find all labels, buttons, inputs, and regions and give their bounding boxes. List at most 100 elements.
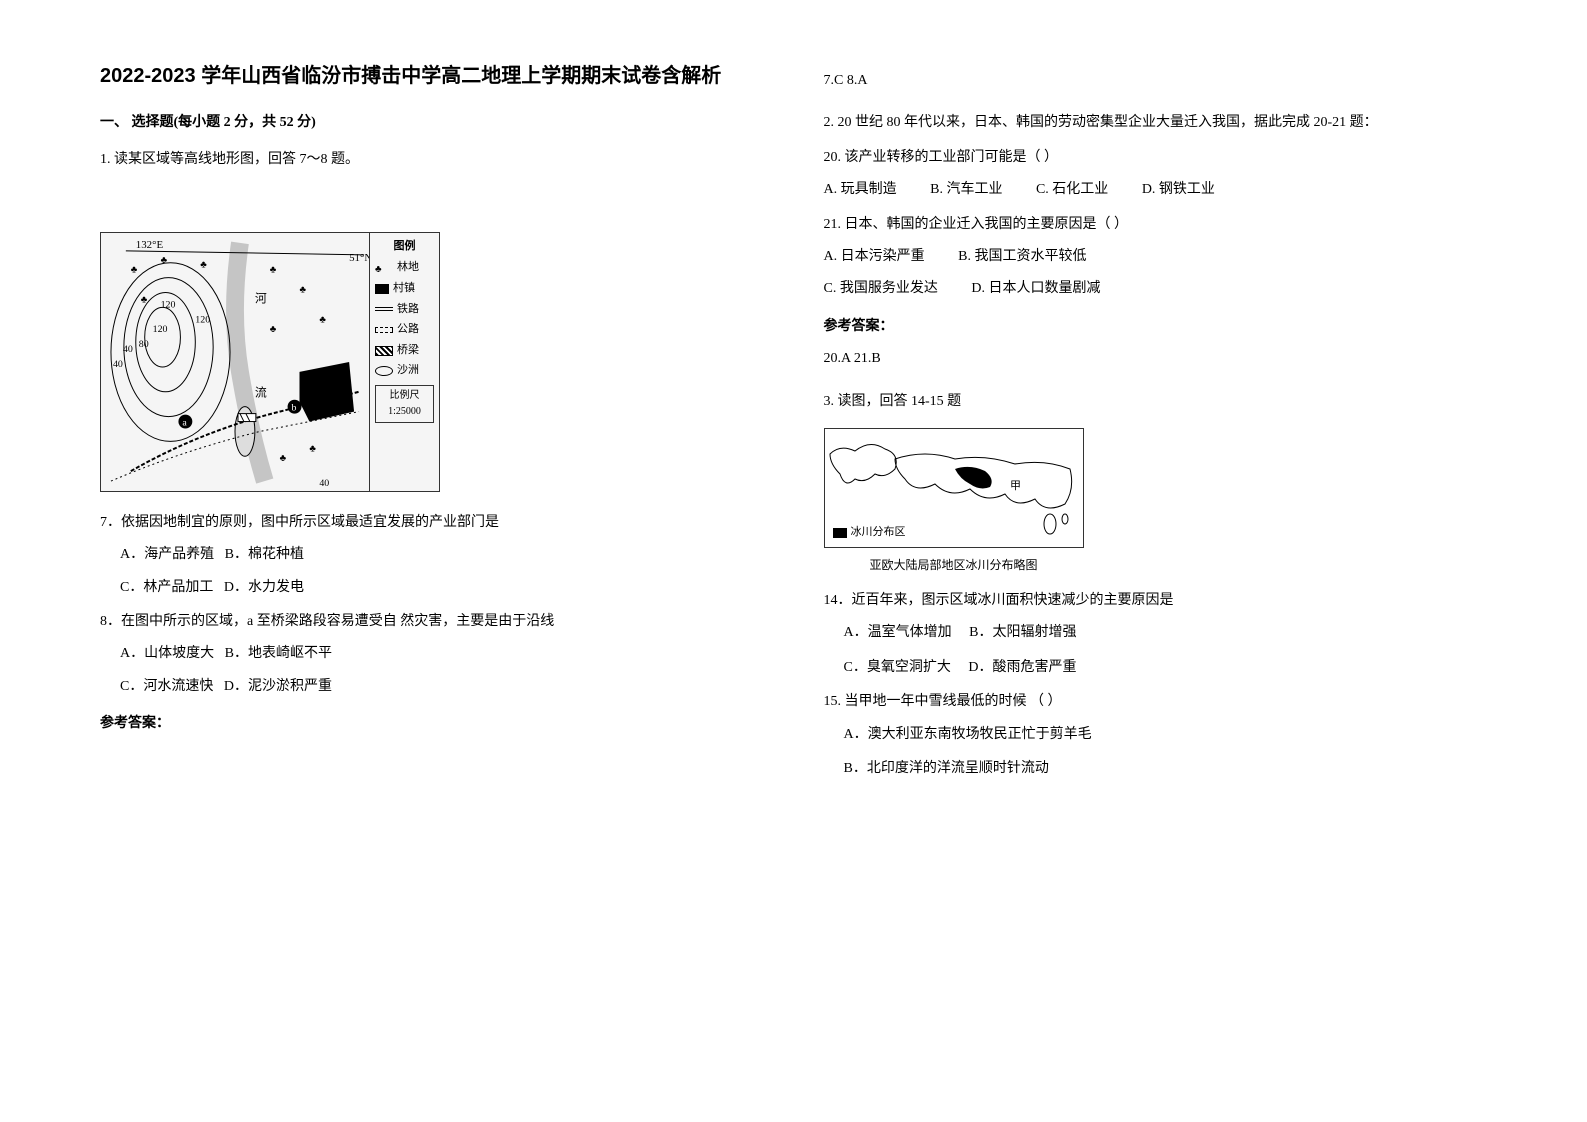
sub-q21: 21. 日本、韩国的企业迁入我国的主要原因是（ ） A. 日本污染严重 B. 我… [824,214,1488,301]
scale-label: 比例尺 [378,388,431,404]
sub-q8: 8．在图中所示的区域，a 至桥梁路段容易遭受自 然灾害，主要是由于沿线 A．山体… [100,611,764,698]
glacier-map: 甲 冰川分布区 [824,428,1084,548]
q8-optA: A．山体坡度大 [120,646,214,661]
left-column: 2022-2023 学年山西省临汾市搏击中学高二地理上学期期末试卷含解析 一、 … [100,60,764,795]
exam-title: 2022-2023 学年山西省临汾市搏击中学高二地理上学期期末试卷含解析 [100,60,764,92]
map-legend: 图例 ♣ 林地 村镇 铁路 [369,233,439,491]
contour-map-figure: a b ♣ ♣ ♣ ♣ ♣ ♣ ♣ ♣ [100,232,764,492]
q2-answer-label: 参考答案： [824,316,1488,338]
svg-text:40: 40 [123,344,133,355]
svg-text:120: 120 [195,314,210,325]
legend-forest-label: 林地 [397,259,419,277]
svg-text:♣: ♣ [161,255,168,266]
glacier-legend-icon [833,528,847,538]
sub-q7: 7．依据因地制宜的原则，图中所示区域最适宜发展的产业部门是 A．海产品养殖 B．… [100,512,764,599]
q8-stem: 8．在图中所示的区域，a 至桥梁路段容易遭受自 然灾害，主要是由于沿线 [100,611,764,633]
svg-text:♣: ♣ [270,324,277,335]
legend-railway: 铁路 [375,301,434,319]
legend-sandbar: 沙洲 [375,362,434,380]
longitude-label: 132°E [136,239,164,251]
legend-title: 图例 [375,238,434,256]
rail-icon [375,307,393,311]
svg-text:♣: ♣ [131,264,138,275]
sub-q15: 15. 当甲地一年中雪线最低的时候 （ ） A．澳大利亚东南牧场牧民正忙于剪羊毛… [824,691,1488,780]
contour-svg: a b ♣ ♣ ♣ ♣ ♣ ♣ ♣ ♣ [101,233,369,491]
q8-optD: D．泥沙淤积严重 [224,679,332,694]
q21-optD: D. 日本人口数量剧减 [971,278,1100,300]
legend-forest: ♣ 林地 [375,259,434,277]
question-1: 1. 读某区域等高线地形图，回答 7～8 题。 [100,149,764,735]
sub-q14: 14．近百年来，图示区域冰川面积快速减少的主要原因是 A．温室气体增加 B．太阳… [824,590,1488,679]
q2-answer: 20.A 21.B [824,348,1488,370]
q14-optC: C．臭氧空洞扩大 [844,660,951,675]
q8-optB: B．地表崎岖不平 [225,646,332,661]
q3-stem: 3. 读图，回答 14-15 题 [824,391,1488,413]
svg-text:40: 40 [319,478,329,489]
q14-options: A．温室气体增加 B．太阳辐射增强 C．臭氧空洞扩大 D．酸雨危害严重 [824,622,1488,679]
q20-options: A. 玩具制造 B. 汽车工业 C. 石化工业 D. 钢铁工业 [824,179,1488,201]
q21-optC: C. 我国服务业发达 [824,278,938,300]
q7-optD: D．水力发电 [224,580,304,595]
bridge-icon [375,346,393,356]
svg-text:♣: ♣ [200,260,207,271]
svg-text:♣: ♣ [309,443,316,454]
right-column: 7.C 8.A 2. 20 世纪 80 年代以来，日本、韩国的劳动密集型企业大量… [824,60,1488,795]
q1-answer: 7.C 8.A [824,70,1488,92]
glacier-legend: 冰川分布区 [833,524,906,542]
svg-text:80: 80 [139,339,149,350]
glacier-caption: 亚欧大陆局部地区冰川分布略图 [824,556,1084,575]
q20-stem: 20. 该产业转移的工业部门可能是（ ） [824,147,1488,169]
svg-text:♣: ♣ [141,294,148,305]
question-2: 2. 20 世纪 80 年代以来，日本、韩国的劳动密集型企业大量迁入我国，据此完… [824,112,1488,370]
legend-road: 公路 [375,321,434,339]
latitude-label: 51°N [349,252,369,264]
section-heading: 一、 选择题(每小题 2 分，共 52 分) [100,112,764,134]
legend-bridge-label: 桥梁 [397,342,419,360]
q14-optD: D．酸雨危害严重 [968,660,1076,675]
q21-optB: B. 我国工资水平较低 [958,246,1086,268]
legend-sandbar-label: 沙洲 [397,362,419,380]
legend-village-label: 村镇 [393,280,415,298]
village-icon [375,284,389,294]
q1-answer-label: 参考答案： [100,713,764,735]
q15-optA: A．澳大利亚东南牧场牧民正忙于剪羊毛 [844,724,1488,746]
q7-stem: 7．依据因地制宜的原则，图中所示区域最适宜发展的产业部门是 [100,512,764,534]
q21-options-row2: C. 我国服务业发达 D. 日本人口数量剧减 [824,278,1488,300]
svg-text:40: 40 [113,359,123,370]
q14-optA: A．温室气体增加 [844,625,952,640]
q21-options-row1: A. 日本污染严重 B. 我国工资水平较低 [824,246,1488,268]
svg-text:♣: ♣ [280,453,287,464]
q20-optC: C. 石化工业 [1036,179,1108,201]
flow-label: 流 [255,386,267,400]
svg-text:♣: ♣ [319,314,326,325]
q14-optB: B．太阳辐射增强 [969,625,1076,640]
legend-village: 村镇 [375,280,434,298]
q7-options: A．海产品养殖 B．棉花种植 C．林产品加工 D．水力发电 [100,544,764,599]
sandbar-icon [375,366,393,376]
q20-optD: D. 钢铁工业 [1142,179,1215,201]
glacier-legend-label: 冰川分布区 [851,524,906,542]
q21-optA: A. 日本污染严重 [824,246,925,268]
q21-stem: 21. 日本、韩国的企业迁入我国的主要原因是（ ） [824,214,1488,236]
label-b: b [292,402,297,413]
road-icon [375,327,393,333]
q15-optB: B．北印度洋的洋流呈顺时针流动 [844,758,1488,780]
tree-icon: ♣ [375,262,393,274]
glacier-figure: 甲 冰川分布区 亚欧大陆局部地区冰川分布略图 [824,428,1084,575]
q2-stem: 2. 20 世纪 80 年代以来，日本、韩国的劳动密集型企业大量迁入我国，据此完… [824,112,1488,134]
svg-text:♣: ♣ [270,264,277,275]
legend-railway-label: 铁路 [397,301,419,319]
sub-q20: 20. 该产业转移的工业部门可能是（ ） A. 玩具制造 B. 汽车工业 C. … [824,147,1488,202]
q14-stem: 14．近百年来，图示区域冰川面积快速减少的主要原因是 [824,590,1488,612]
q20-optA: A. 玩具制造 [824,179,897,201]
svg-text:120: 120 [161,299,176,310]
legend-road-label: 公路 [397,321,419,339]
river-label: 河 [255,291,267,305]
legend-bridge: 桥梁 [375,342,434,360]
q20-optB: B. 汽车工业 [930,179,1002,201]
q8-optC: C．河水流速快 [120,679,213,694]
q7-optC: C．林产品加工 [120,580,213,595]
q1-stem: 1. 读某区域等高线地形图，回答 7～8 题。 [100,149,764,171]
scale-box: 比例尺 1:25000 [375,385,434,423]
contour-map: a b ♣ ♣ ♣ ♣ ♣ ♣ ♣ ♣ [100,232,440,492]
